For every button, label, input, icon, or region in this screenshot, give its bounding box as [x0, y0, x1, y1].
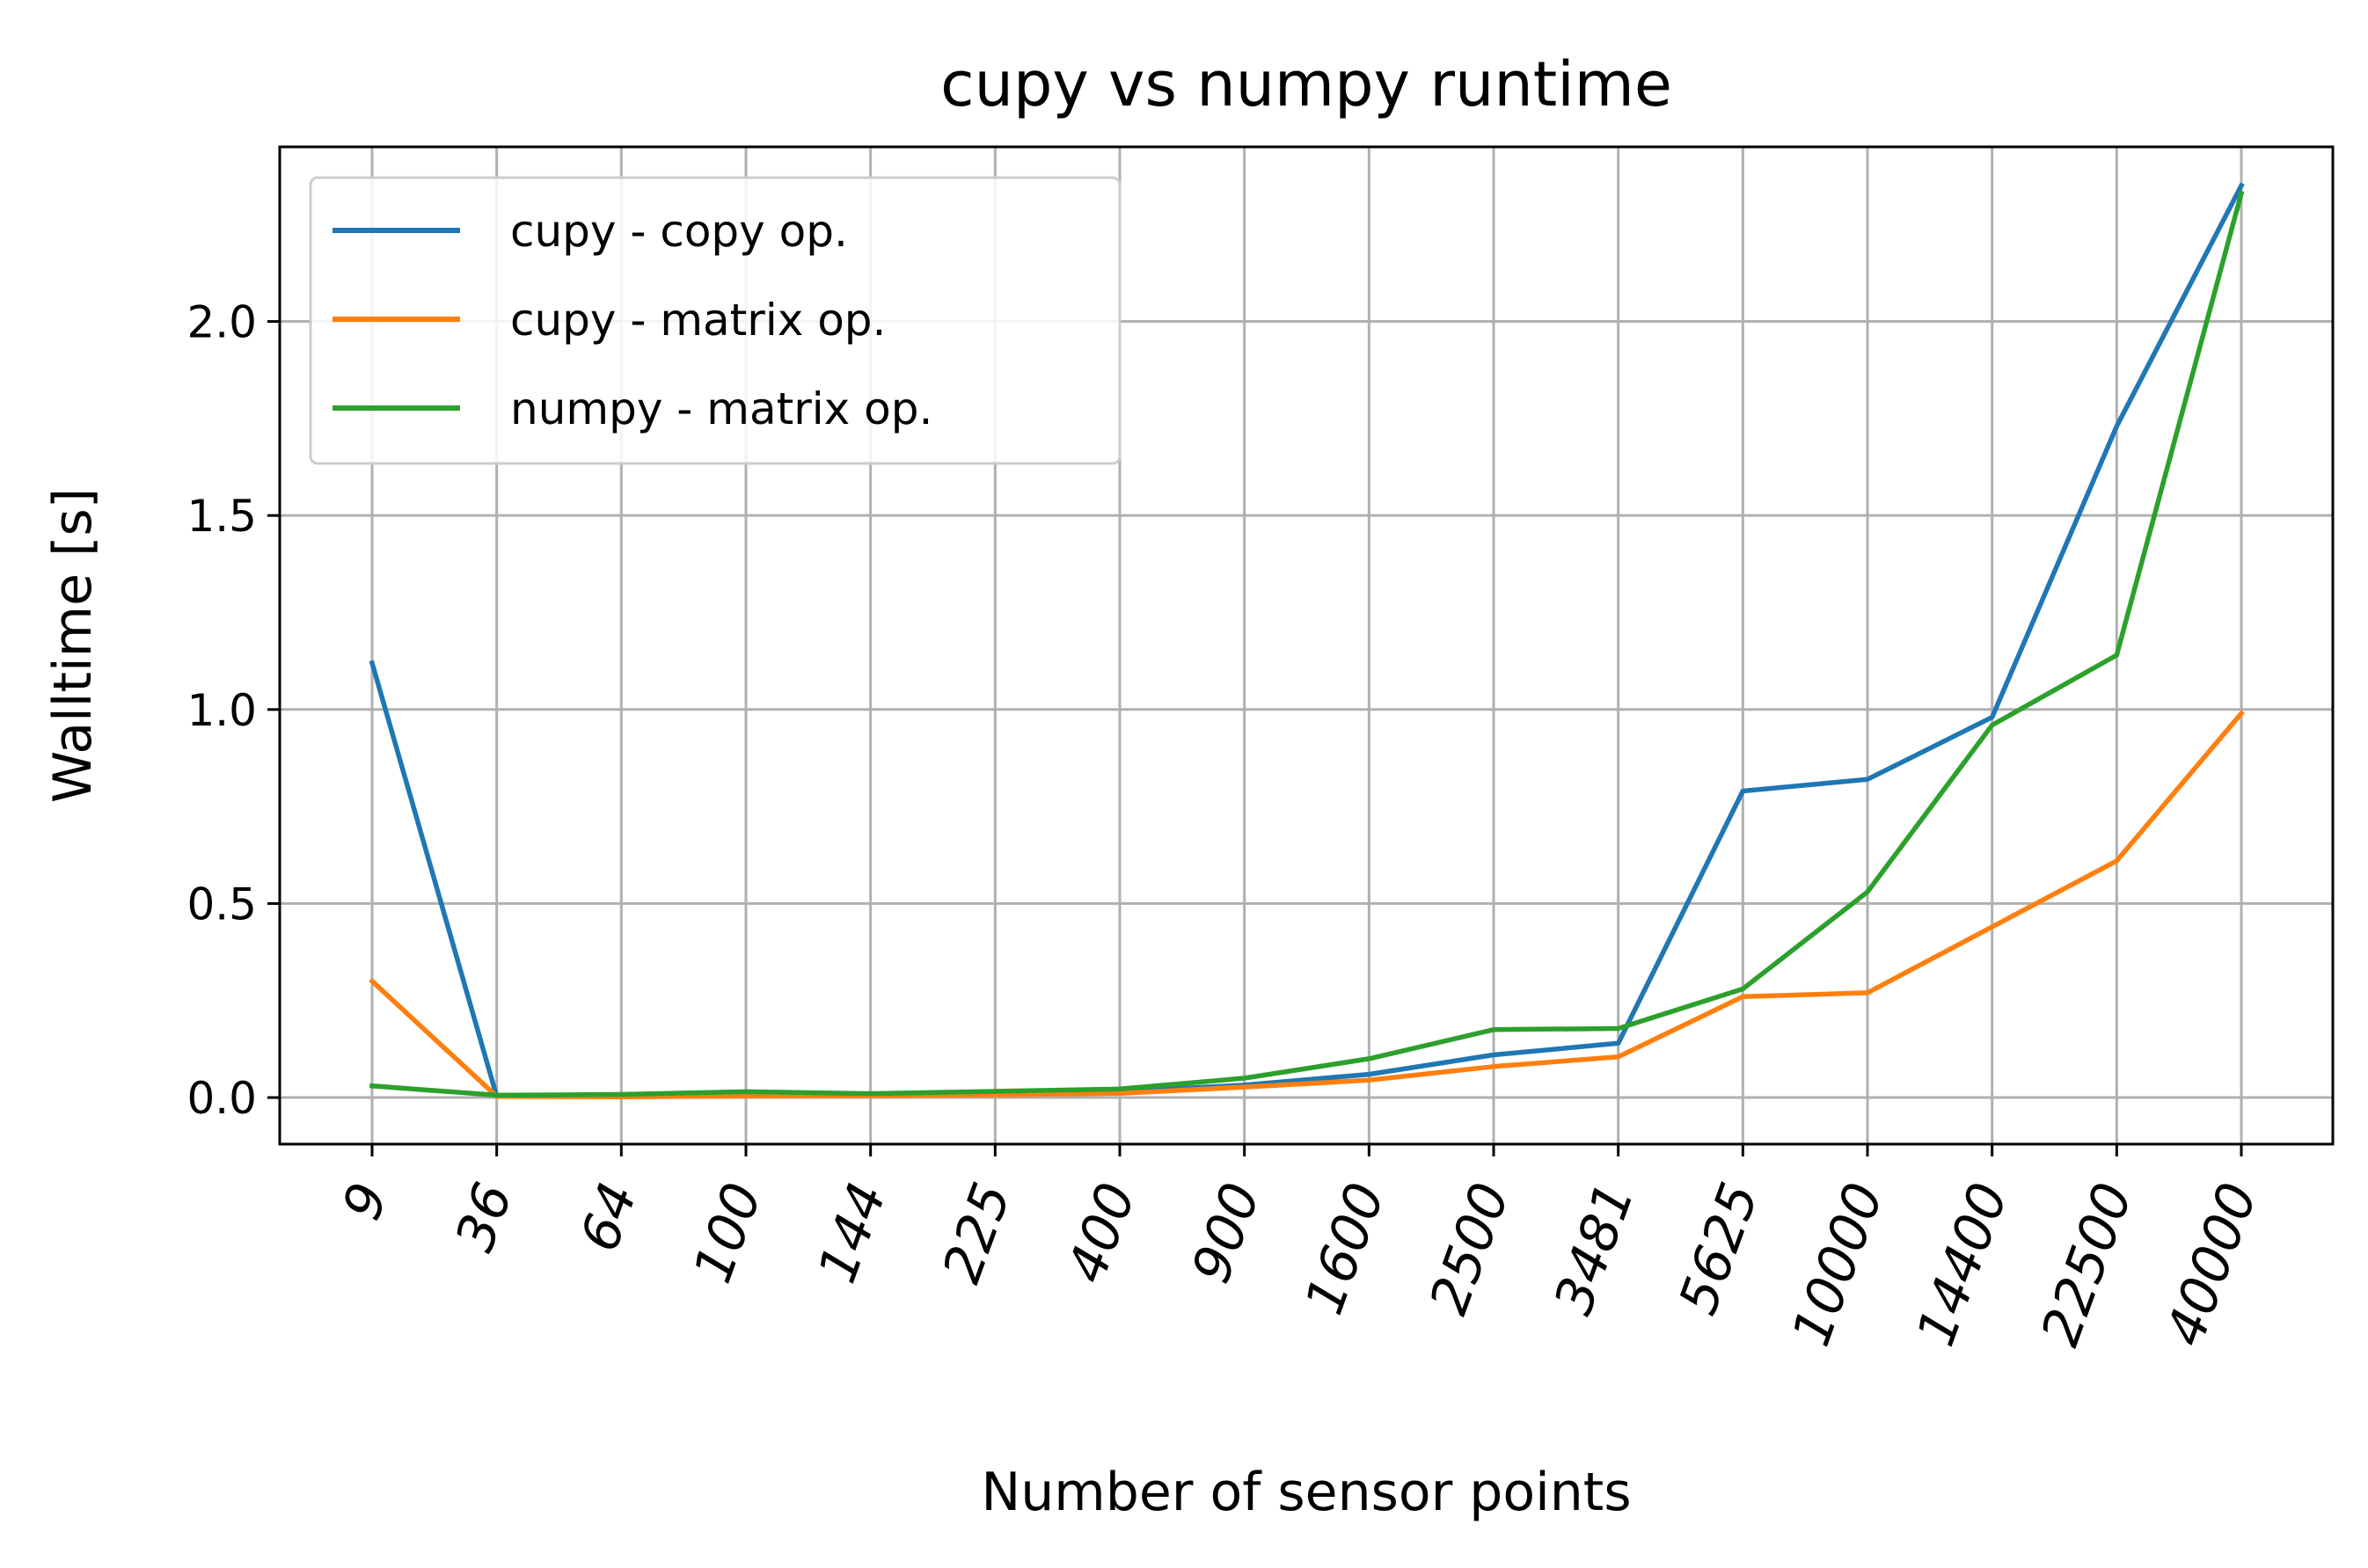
legend-label: cupy - matrix op. [510, 295, 886, 346]
legend: cupy - copy op. cupy - matrix op. numpy - … [309, 176, 1122, 465]
y-tick-label: 0.0 [186, 1073, 257, 1124]
y-tick-label: 1.5 [186, 491, 257, 542]
plot-frame [278, 145, 2335, 1146]
series-lines [369, 182, 2245, 1099]
y-tick-label: 2.0 [186, 297, 257, 348]
y-tick-label: 1.0 [186, 685, 257, 736]
y-tick-label: 0.5 [186, 879, 257, 930]
x-axis-label: Number of sensor points [981, 1462, 1631, 1523]
legend-label: numpy - matrix op. [510, 383, 932, 434]
series-line-2 [369, 710, 2245, 1099]
legend-label: cupy - copy op. [510, 206, 848, 257]
legend-box [309, 176, 1122, 465]
y-axis-label: Walltime [s] [42, 488, 104, 803]
series-line-3 [369, 190, 2245, 1098]
chart-title: cupy vs numpy runtime [940, 48, 1672, 120]
